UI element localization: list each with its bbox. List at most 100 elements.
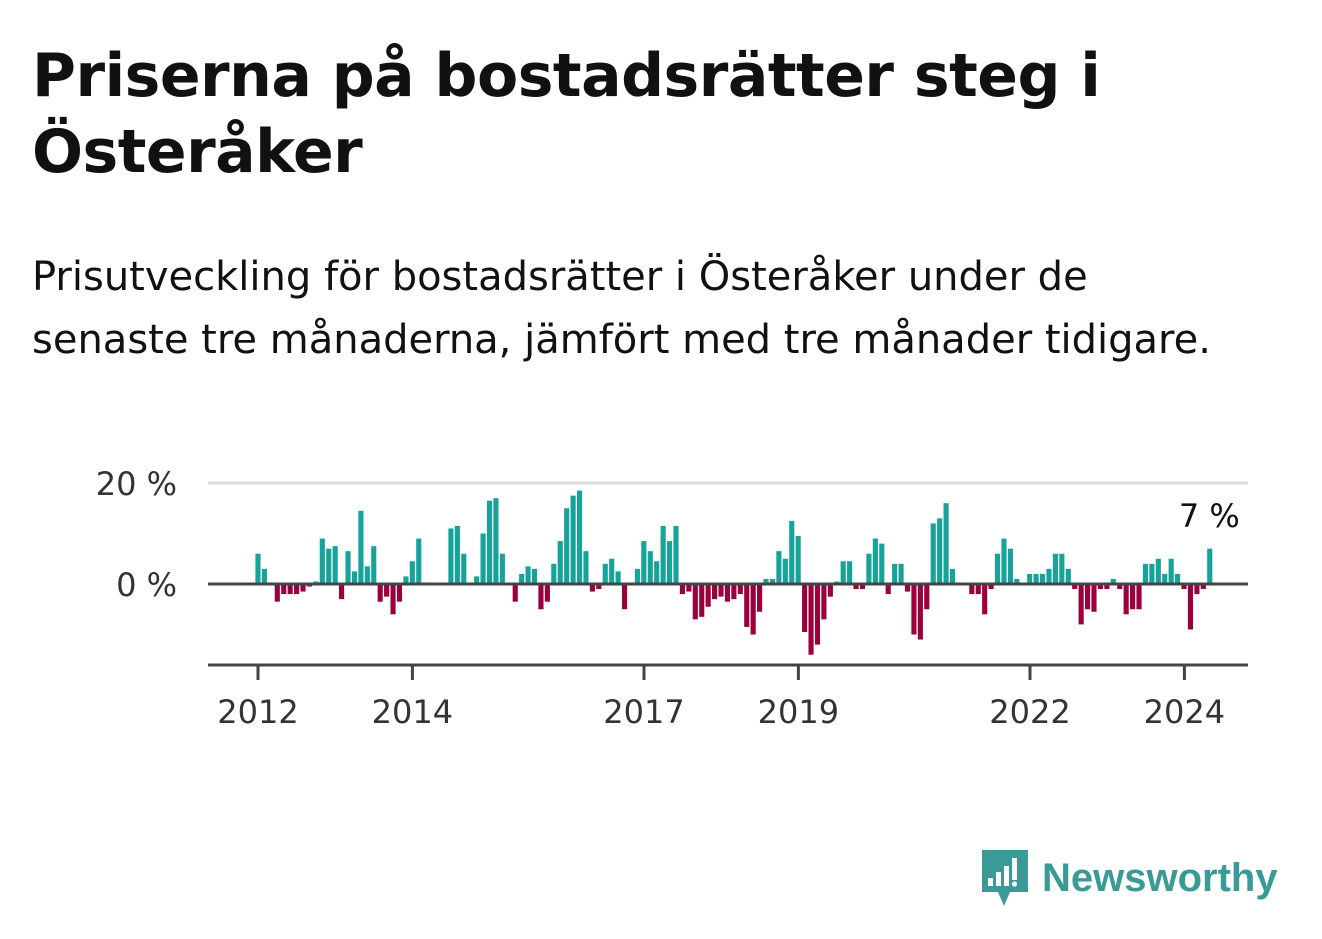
bar [789, 520, 795, 585]
bar [564, 508, 570, 584]
bar [654, 561, 660, 584]
bar [1046, 568, 1052, 584]
bar [557, 541, 563, 584]
bar [866, 553, 872, 584]
bar [615, 571, 621, 585]
bar [898, 563, 904, 584]
bar [853, 584, 859, 590]
bar [538, 584, 544, 610]
bar [403, 576, 409, 584]
bar [1200, 584, 1206, 590]
bar [319, 538, 325, 584]
bar [1117, 584, 1123, 590]
bar [737, 584, 743, 595]
bar [255, 553, 261, 584]
x-tick-label: 2022 [989, 693, 1070, 731]
bar [486, 500, 493, 584]
last-value-label: 7 % [1179, 497, 1240, 535]
bar [750, 584, 756, 635]
bar [519, 573, 525, 584]
bar [1123, 584, 1129, 615]
bar [326, 548, 332, 584]
bar [821, 584, 827, 620]
bar [461, 553, 467, 584]
bar [1085, 584, 1091, 610]
bar [982, 584, 988, 615]
bar [847, 561, 853, 584]
bar [744, 584, 750, 627]
bar [499, 553, 505, 584]
x-tick-label: 2024 [1144, 693, 1225, 731]
bar [814, 584, 821, 645]
bar [827, 584, 833, 597]
axes [208, 582, 1248, 680]
bar [351, 571, 358, 585]
bar [1033, 573, 1039, 584]
bar [1001, 538, 1007, 584]
bar [763, 578, 769, 584]
bar [576, 490, 583, 584]
brand-name: Newsworthy [1042, 855, 1278, 900]
y-tick-label: 20 % [96, 465, 177, 503]
bar [679, 584, 685, 595]
newsworthy-logo-icon [982, 850, 1028, 906]
bar [769, 578, 776, 584]
bar [294, 584, 300, 595]
bar [358, 510, 364, 584]
chart-subtitle: Prisutveckling för bostadsrätter i Öster… [32, 254, 1211, 363]
bar [641, 541, 647, 584]
bar [1130, 584, 1136, 610]
bar [474, 576, 480, 584]
bar [339, 584, 345, 600]
bar [1078, 584, 1084, 625]
x-tick-label: 2012 [217, 693, 298, 731]
bar [602, 563, 608, 584]
bar [261, 568, 267, 584]
bar [345, 551, 351, 584]
bar [892, 563, 898, 584]
bar [512, 584, 518, 602]
bar [949, 568, 956, 584]
bar [757, 584, 763, 612]
bar [673, 525, 679, 584]
bar [1014, 578, 1020, 584]
bar [551, 563, 557, 584]
bar [802, 584, 808, 632]
bar [281, 584, 287, 595]
bar [660, 525, 666, 584]
bar [1162, 573, 1168, 584]
bar [634, 568, 640, 584]
bar [647, 551, 653, 584]
bar [409, 561, 415, 584]
bar [1142, 563, 1149, 584]
bar [390, 584, 396, 615]
bar [718, 584, 724, 597]
bar [570, 495, 576, 585]
bar [859, 584, 866, 590]
bar [287, 584, 293, 595]
bar [1207, 548, 1213, 584]
bar [1104, 584, 1110, 590]
bar-series [255, 490, 1213, 655]
bar [1149, 563, 1155, 584]
bar [776, 551, 782, 584]
bar [364, 566, 370, 584]
bar [1072, 584, 1078, 590]
bar [416, 538, 422, 584]
bar [1052, 553, 1058, 584]
bar [988, 584, 994, 590]
bar [1181, 584, 1187, 590]
bar [1065, 568, 1071, 584]
bar [384, 584, 390, 597]
bar [1007, 548, 1013, 584]
bar [377, 584, 383, 602]
bar [917, 584, 923, 640]
bar [699, 584, 705, 617]
bar [493, 498, 499, 584]
bar [692, 584, 698, 620]
bar [396, 584, 403, 602]
bar [795, 536, 801, 584]
bar [1155, 558, 1161, 584]
bar [1175, 573, 1181, 584]
bar [885, 584, 891, 595]
